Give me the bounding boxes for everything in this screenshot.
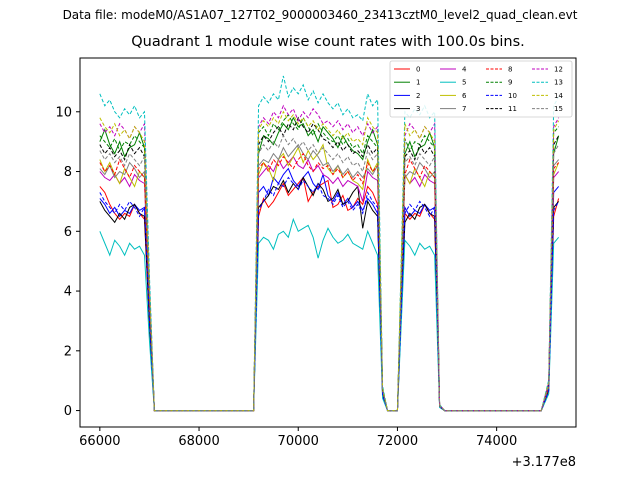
- legend-label: 14: [554, 92, 563, 100]
- series-line-15: [99, 134, 560, 412]
- series-line-5: [99, 217, 560, 412]
- x-tick-label: 68000: [178, 434, 219, 449]
- series-line-8: [99, 152, 560, 412]
- legend-box: [389, 60, 573, 118]
- series-line-12: [99, 104, 560, 412]
- y-tick-label: 4: [64, 285, 72, 300]
- y-axis: 0 2 4 6 8 10: [55, 105, 80, 419]
- series-line-11: [99, 116, 560, 412]
- legend-label: 6: [462, 92, 467, 100]
- series-line-1: [99, 116, 560, 412]
- y-tick-label: 2: [64, 344, 72, 359]
- legend-label: 12: [554, 66, 563, 74]
- legend-label: 9: [508, 79, 512, 87]
- figure-suptitle: Data file: modeM0/AS1A07_127T02_90000034…: [62, 8, 578, 22]
- legend-label: 4: [462, 66, 467, 74]
- legend-label: 13: [554, 79, 563, 87]
- legend-label: 10: [508, 92, 517, 100]
- y-tick-label: 0: [64, 404, 72, 419]
- y-tick-label: 6: [64, 225, 72, 240]
- legend-label: 5: [462, 79, 466, 87]
- x-tick-label: 70000: [278, 434, 319, 449]
- legend-label: 0: [416, 66, 420, 74]
- series-line-4: [99, 155, 560, 412]
- legend-label: 8: [508, 66, 512, 74]
- legend-label: 3: [416, 105, 420, 113]
- y-tick-label: 10: [55, 105, 72, 120]
- legend-label: 15: [554, 105, 563, 113]
- x-axis: 66000 68000 70000 72000 74000: [79, 427, 517, 449]
- legend-label: 2: [416, 92, 420, 100]
- chart-title: Quadrant 1 module wise count rates with …: [131, 34, 525, 50]
- x-tick-label: 72000: [377, 434, 418, 449]
- series-line-9: [99, 113, 560, 412]
- series-line-7: [99, 143, 560, 412]
- x-tick-label: 66000: [79, 434, 120, 449]
- x-offset-label: +3.177e8: [512, 455, 576, 470]
- series-line-14: [99, 110, 560, 412]
- series-lines: [99, 75, 560, 412]
- series-line-2: [99, 167, 560, 412]
- x-tick-label: 74000: [476, 434, 517, 449]
- series-line-6: [99, 143, 560, 412]
- plot-frame: [79, 57, 577, 428]
- legend-label: 1: [416, 79, 420, 87]
- series-line-3: [99, 176, 560, 412]
- series-line-0: [99, 176, 560, 412]
- series-line-13: [99, 75, 560, 412]
- series-line-10: [99, 176, 560, 412]
- legend-label: 11: [508, 105, 517, 113]
- legend-label: 7: [462, 105, 466, 113]
- y-tick-label: 8: [64, 165, 72, 180]
